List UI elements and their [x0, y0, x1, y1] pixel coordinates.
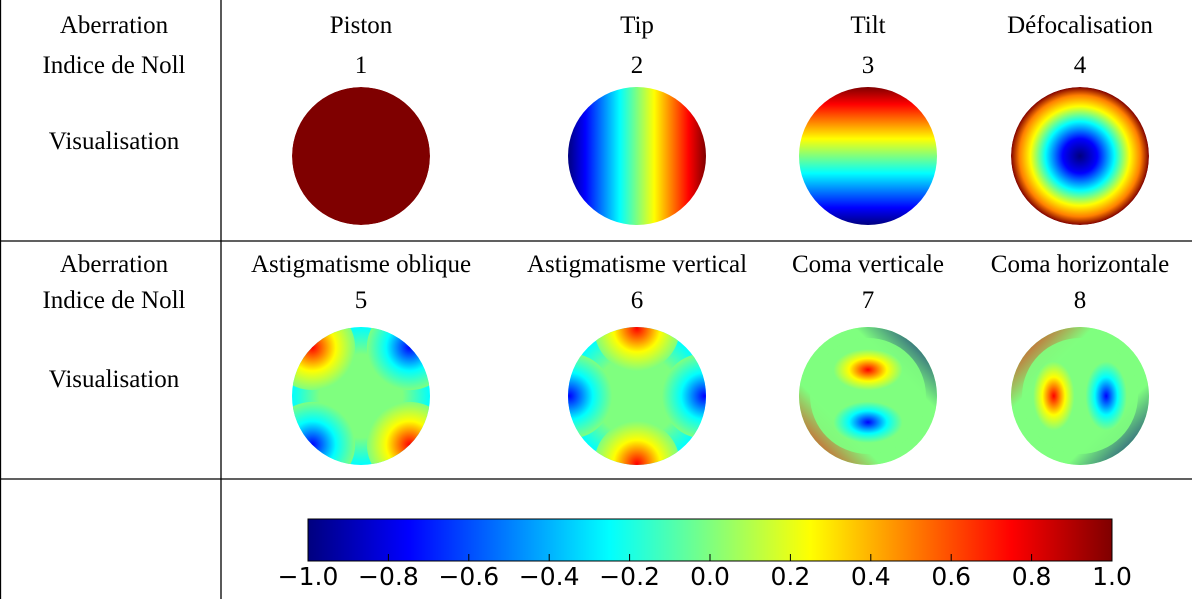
colorbar-tick-label: 0.4	[851, 562, 891, 591]
aberration-name: Défocalisation	[1007, 12, 1153, 39]
noll-index: 7	[862, 287, 875, 314]
colorbar-tick-label: 0.0	[690, 562, 730, 591]
noll-index: 4	[1074, 52, 1087, 79]
aberration-name: Coma verticale	[792, 251, 944, 278]
noll-index: 1	[355, 52, 368, 79]
colorbar-tick-label: 0.2	[771, 562, 811, 591]
noll-index: 2	[631, 52, 644, 79]
aberration-name: Astigmatisme oblique	[251, 251, 471, 278]
aberration-name: Astigmatisme vertical	[527, 251, 747, 278]
pupil-tilt	[799, 87, 937, 225]
pupil-astig-oblique	[270, 305, 453, 488]
noll-index: 3	[862, 52, 875, 79]
aberration-name: Tilt	[850, 12, 885, 39]
pupil-defocus	[1011, 87, 1149, 225]
noll-index: 5	[355, 287, 368, 314]
aberration-name: Tip	[620, 12, 654, 39]
pupil-coma-horizontal	[1011, 327, 1149, 465]
colorbar-tick-label: 0.6	[931, 562, 971, 591]
colorbar-tick-label: −0.4	[519, 562, 580, 591]
row2-visual-label: Visualisation	[49, 366, 180, 393]
aberration-name: Coma horizontale	[991, 251, 1169, 278]
colorbar-tick-label: 1.0	[1092, 562, 1132, 591]
colorbar: −1.0 −0.8 −0.6 −0.4 −0.2 0.0 0.2 0.4 0.6 0.8 1.0	[278, 519, 1132, 591]
row2-aberration-label: Aberration	[60, 251, 169, 278]
row2-noll-label: Indice de Noll	[42, 287, 185, 314]
colorbar-tick-label: −0.2	[599, 562, 660, 591]
colorbar-tick-label: 0.8	[1012, 562, 1052, 591]
pupil-tip	[568, 87, 706, 225]
colorbar-tick-label: −0.6	[438, 562, 499, 591]
pupil-piston	[292, 87, 430, 225]
colorbar-tick-label: −1.0	[278, 562, 339, 591]
noll-index: 6	[631, 287, 644, 314]
pupil-coma-vertical	[799, 327, 937, 465]
aberration-name: Piston	[330, 12, 393, 39]
row1-noll-label: Indice de Noll	[42, 52, 185, 79]
pupil-astig-vertical	[527, 286, 748, 507]
noll-index: 8	[1074, 287, 1087, 314]
row1-visual-label: Visualisation	[49, 128, 180, 155]
row1-aberration-label: Aberration	[60, 12, 169, 39]
colorbar-tick-label: −0.8	[358, 562, 419, 591]
